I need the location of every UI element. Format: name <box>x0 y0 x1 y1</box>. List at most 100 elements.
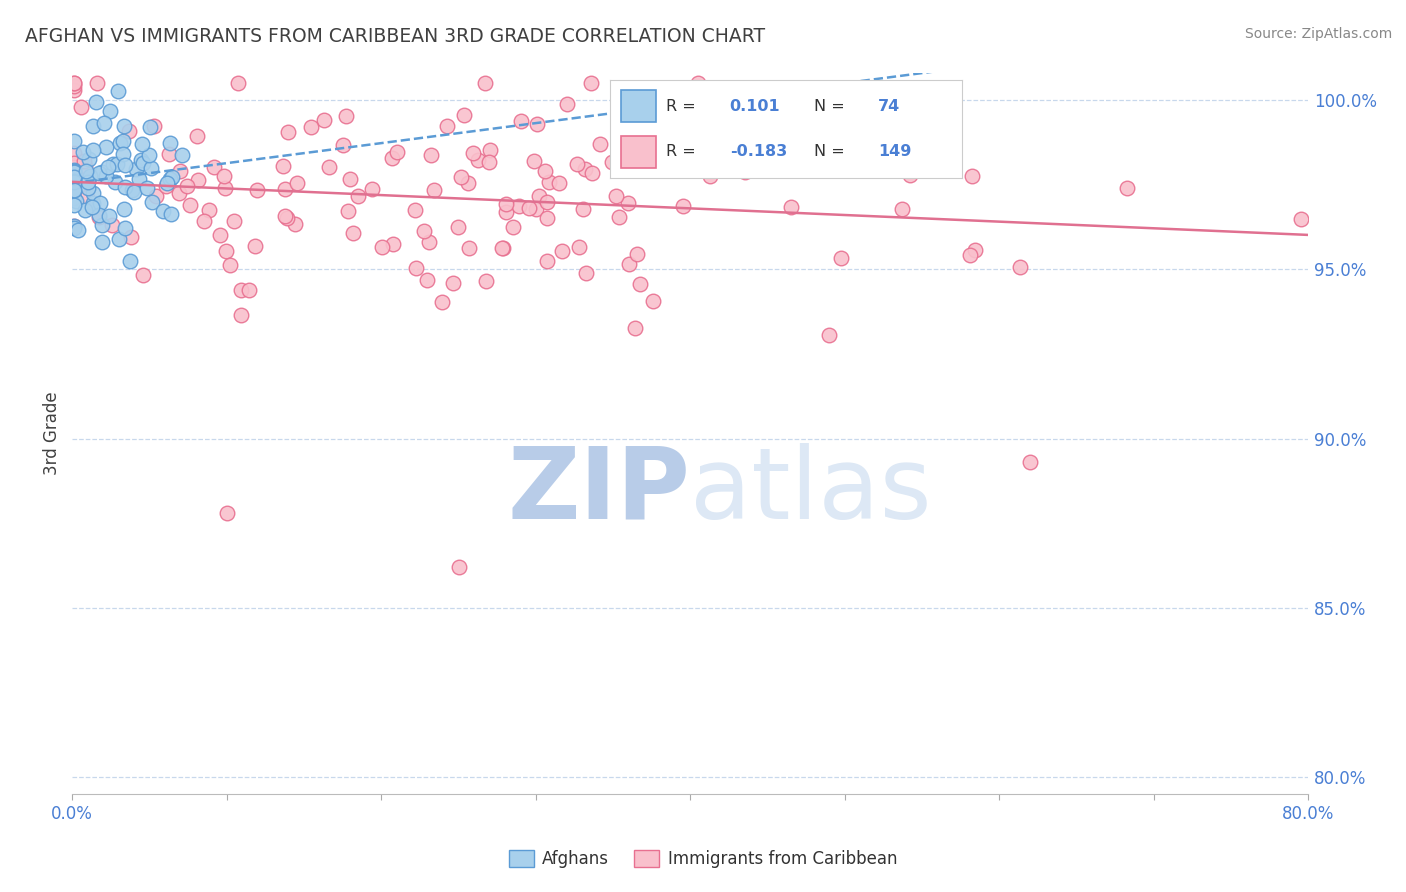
Point <box>478 154 501 169</box>
Point <box>198 203 221 218</box>
Point <box>70 100 93 114</box>
Point <box>299 120 322 135</box>
Point <box>574 162 596 177</box>
Point <box>118 254 141 268</box>
Point <box>89 195 111 210</box>
Point <box>152 204 174 219</box>
Point <box>565 157 588 171</box>
Point <box>62 76 84 90</box>
Point <box>238 283 260 297</box>
Point <box>62 83 84 97</box>
Point <box>114 180 136 194</box>
Point <box>121 183 143 197</box>
Point <box>156 176 179 190</box>
Point <box>82 143 104 157</box>
Point <box>62 134 84 148</box>
Point <box>62 78 84 93</box>
Point <box>624 321 647 335</box>
Point <box>131 156 153 170</box>
Point <box>62 168 84 182</box>
Point <box>82 200 104 214</box>
Point <box>107 157 129 171</box>
Point <box>1289 211 1312 226</box>
Point <box>67 223 90 237</box>
Point <box>98 210 121 224</box>
Point <box>817 327 839 342</box>
Point <box>138 120 160 134</box>
Point <box>706 135 728 149</box>
Point <box>447 560 470 574</box>
Point <box>62 76 84 90</box>
Point <box>62 174 84 188</box>
Point <box>651 106 673 120</box>
Point <box>441 277 464 291</box>
Point <box>405 260 427 275</box>
Point <box>474 76 496 90</box>
Point <box>458 241 481 255</box>
Point <box>132 268 155 283</box>
Point <box>706 95 728 110</box>
Point <box>830 251 852 265</box>
Point <box>277 125 299 139</box>
Point <box>385 145 408 159</box>
Point <box>600 155 623 169</box>
Point <box>96 169 118 183</box>
Point <box>111 134 134 148</box>
Point <box>128 171 150 186</box>
Point <box>120 229 142 244</box>
Point <box>167 186 190 200</box>
Point <box>619 257 641 271</box>
Point <box>62 175 84 189</box>
Point <box>90 235 112 250</box>
Point <box>436 119 458 133</box>
Point <box>572 202 595 216</box>
Point <box>187 173 209 187</box>
Point <box>422 183 444 197</box>
Point <box>533 164 555 178</box>
Point <box>82 186 104 200</box>
Point <box>159 172 181 186</box>
Point <box>91 218 114 232</box>
Point <box>186 129 208 144</box>
Point <box>522 154 544 169</box>
Point <box>865 127 887 141</box>
Point <box>453 108 475 122</box>
Point <box>62 170 84 185</box>
Point <box>589 137 612 152</box>
Point <box>94 140 117 154</box>
Point <box>568 240 591 254</box>
Point <box>114 220 136 235</box>
Point <box>654 150 676 164</box>
Point <box>672 199 695 213</box>
Legend: Afghans, Immigrants from Caribbean: Afghans, Immigrants from Caribbean <box>502 843 904 875</box>
Point <box>509 114 531 128</box>
Point <box>332 137 354 152</box>
Point <box>84 95 107 109</box>
Point <box>104 175 127 189</box>
Point <box>526 202 548 216</box>
Point <box>129 153 152 167</box>
Point <box>101 218 124 232</box>
Point <box>73 203 96 218</box>
Point <box>450 169 472 184</box>
Point <box>219 258 242 272</box>
Point <box>339 171 361 186</box>
Point <box>1115 181 1137 195</box>
Point <box>76 181 98 195</box>
Point <box>141 194 163 209</box>
Point <box>628 277 651 291</box>
Point <box>284 217 307 231</box>
Point <box>169 164 191 178</box>
Point <box>112 119 135 133</box>
Point <box>62 198 84 212</box>
Point <box>62 168 84 182</box>
Point <box>579 76 602 90</box>
Point <box>495 197 517 211</box>
Point <box>98 104 121 119</box>
Point <box>479 143 502 157</box>
Point <box>125 162 148 177</box>
Point <box>900 168 922 182</box>
Point <box>172 147 194 161</box>
Point <box>124 185 146 199</box>
Point <box>959 247 981 261</box>
